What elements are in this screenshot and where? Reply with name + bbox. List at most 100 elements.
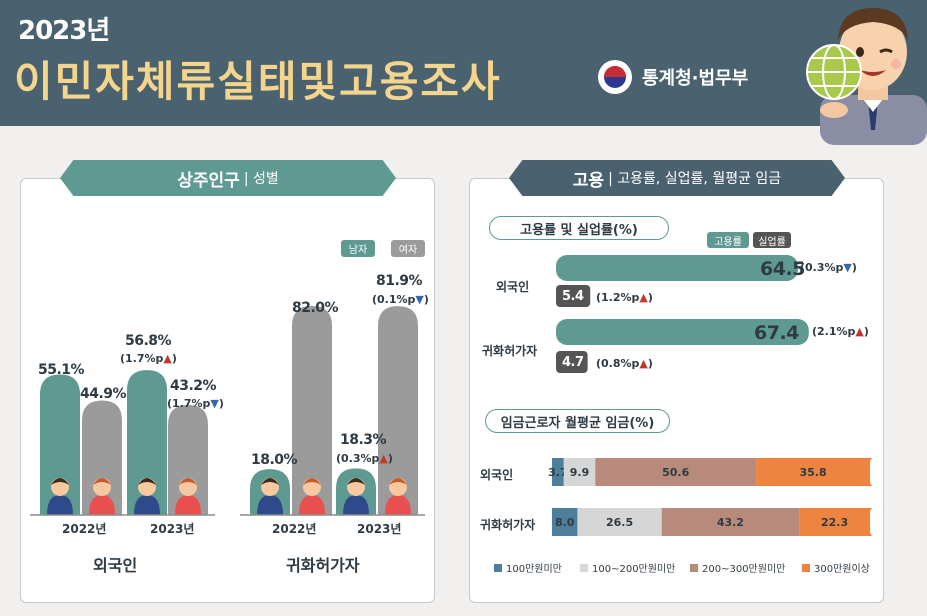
wage-bar-end-cap bbox=[860, 508, 872, 536]
down-arrow-icon: ▼ bbox=[210, 397, 219, 410]
survey-title: 이민자체류실태및고용조사 bbox=[14, 57, 502, 106]
wage-segment-label: 50.6 bbox=[662, 466, 689, 479]
header-banner: 2023년 이민자체류실태및고용조사 통계청·법무부 bbox=[0, 0, 927, 126]
population-bar bbox=[127, 370, 167, 515]
survey-year: 2023년 bbox=[18, 16, 110, 46]
wage-segment bbox=[595, 458, 757, 486]
up-arrow-icon: ▲ bbox=[163, 352, 172, 365]
figure-hair-icon bbox=[179, 478, 197, 485]
up-arrow-icon: ▲ bbox=[855, 325, 864, 338]
male-figure-icon bbox=[134, 495, 160, 515]
male-figure-icon bbox=[47, 495, 73, 515]
mascot-with-globe-icon bbox=[806, 8, 927, 145]
year-label-fg22: 2022년 bbox=[62, 522, 107, 536]
legend-employment: 고용률 bbox=[707, 232, 749, 248]
wage-legend-item-3: 200~300만원미만 bbox=[690, 560, 785, 575]
population-bar bbox=[168, 404, 208, 515]
wage-segment bbox=[552, 508, 578, 536]
population-bar bbox=[82, 400, 122, 515]
government-logo-icon bbox=[598, 60, 632, 94]
year-label-nt22: 2022년 bbox=[272, 522, 317, 536]
wage-segment bbox=[563, 458, 596, 486]
fg23-female-value: 43.2% bbox=[170, 378, 217, 394]
wage-segment-label: 26.5 bbox=[606, 516, 633, 529]
year-label-fg23: 2023년 bbox=[150, 522, 195, 536]
male-figure-icon bbox=[257, 495, 283, 515]
legend-swatch bbox=[494, 563, 502, 572]
wage-segment-label: 8.0 bbox=[555, 516, 575, 529]
wage-row-label-foreigner: 외국인 bbox=[480, 468, 514, 482]
wage-row-label-naturalized: 귀화허가자 bbox=[480, 518, 536, 532]
row-label-foreigner: 외국인 bbox=[496, 280, 530, 294]
fg-unemployment-value: 5.4 bbox=[562, 289, 584, 304]
population-bar bbox=[378, 306, 418, 515]
figure-hair-icon bbox=[303, 478, 321, 485]
down-arrow-icon: ▼ bbox=[415, 293, 424, 306]
wage-legend-item-2: 100~200만원미만 bbox=[580, 560, 675, 575]
nt22-female-value: 82.0% bbox=[292, 300, 339, 316]
fg-employment-value: 64.5 bbox=[760, 258, 805, 280]
unemployment-rate-bar bbox=[556, 351, 588, 373]
nt23-male-value: 18.3% bbox=[340, 432, 387, 448]
down-arrow-icon: ▼ bbox=[843, 261, 852, 274]
wage-segment bbox=[552, 458, 564, 486]
legend-male: 남자 bbox=[341, 240, 375, 257]
female-figure-icon bbox=[89, 495, 115, 515]
agency-name: 통계청·법무부 bbox=[642, 68, 749, 89]
employment-panel-tab: 고용 | 고용률, 실업률, 월평균 임금 bbox=[509, 160, 845, 196]
wage-legend-item-4: 300만원이상 bbox=[802, 560, 870, 575]
fg23-female-change: (1.7%p▼) bbox=[167, 397, 224, 410]
wage-segment bbox=[577, 508, 662, 536]
fg23-male-change: (1.7%p▲) bbox=[120, 352, 177, 365]
employment-tab-subtitle: | 고용률, 실업률, 월평균 임금 bbox=[608, 171, 782, 187]
fg22-female-value: 44.9% bbox=[80, 386, 127, 402]
female-figure-icon bbox=[299, 495, 325, 515]
male-figure-icon bbox=[343, 495, 369, 515]
nt-employment-value: 67.4 bbox=[754, 322, 799, 344]
nt23-female-value: 81.9% bbox=[376, 273, 423, 289]
fg-unemployment-change: (1.2%p▲) bbox=[596, 291, 653, 304]
population-tab-subtitle: | 성별 bbox=[243, 171, 279, 187]
unemployment-rate-bar bbox=[556, 285, 591, 307]
female-figure-icon bbox=[175, 495, 201, 515]
wage-segment-label: 43.2 bbox=[717, 516, 744, 529]
legend-swatch bbox=[580, 563, 588, 572]
wage-segment-label: 22.3 bbox=[821, 516, 848, 529]
figure-hair-icon bbox=[347, 478, 365, 485]
figure-hair-icon bbox=[138, 478, 156, 485]
wage-segment-label: 35.8 bbox=[800, 466, 827, 479]
legend-swatch bbox=[802, 563, 810, 572]
wage-segment bbox=[756, 458, 870, 486]
year-label-nt23: 2023년 bbox=[357, 522, 402, 536]
fg22-male-value: 55.1% bbox=[38, 362, 85, 378]
legend-unemployment: 실업률 bbox=[753, 232, 791, 248]
wage-segment bbox=[799, 508, 870, 536]
up-arrow-icon: ▲ bbox=[639, 291, 648, 304]
nt-unemployment-value: 4.7 bbox=[562, 355, 584, 370]
up-arrow-icon: ▲ bbox=[379, 452, 388, 465]
legend-swatch bbox=[690, 563, 698, 572]
wage-section-title: 임금근로자 월평균 임금(%) bbox=[485, 409, 670, 433]
row-label-naturalized: 귀화허가자 bbox=[482, 344, 538, 358]
wage-segment bbox=[661, 508, 800, 536]
population-panel-tab: 상주인구 | 성별 bbox=[60, 160, 396, 196]
agency-block: 통계청·법무부 bbox=[598, 60, 748, 94]
fg23-male-value: 56.8% bbox=[125, 333, 172, 349]
figure-hair-icon bbox=[261, 478, 279, 485]
wage-bar-end-cap bbox=[860, 458, 872, 486]
wage-legend-item-1: 100만원미만 bbox=[494, 560, 562, 575]
figure-hair-icon bbox=[93, 478, 111, 485]
figure-hair-icon bbox=[51, 478, 69, 485]
nt-unemployment-change: (0.8%p▲) bbox=[596, 357, 653, 370]
group-label-foreigner: 외국인 bbox=[93, 556, 138, 575]
employment-rate-bar bbox=[556, 255, 798, 281]
employment-section-title: 고용률 및 실업률(%) bbox=[489, 216, 669, 240]
female-figure-icon bbox=[385, 495, 411, 515]
population-tab-title: 상주인구 bbox=[177, 170, 240, 191]
employment-tab-title: 고용 bbox=[572, 170, 605, 191]
nt-employment-change: (2.1%p▲) bbox=[812, 325, 869, 338]
population-bar bbox=[40, 374, 80, 515]
nt23-female-change: (0.1%p▼) bbox=[372, 293, 429, 306]
up-arrow-icon: ▲ bbox=[639, 357, 648, 370]
